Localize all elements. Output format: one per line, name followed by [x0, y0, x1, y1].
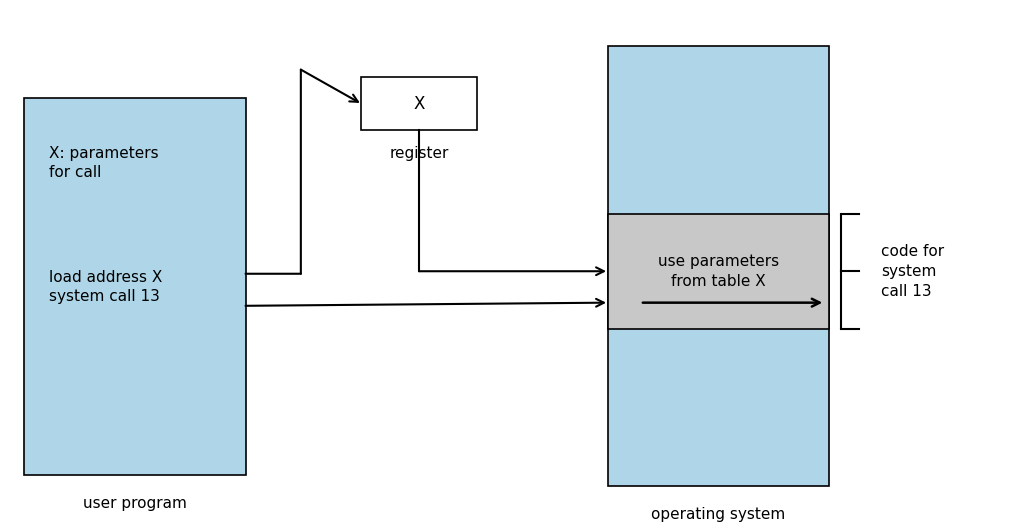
Text: code for
system
call 13: code for system call 13	[881, 244, 944, 298]
Bar	[361, 78, 477, 130]
Text: user program: user program	[83, 496, 187, 511]
Text: operating system: operating system	[651, 507, 785, 522]
Bar	[24, 98, 245, 476]
Text: use parameters
from table X: use parameters from table X	[658, 254, 779, 289]
Bar	[607, 46, 828, 486]
Text: register: register	[389, 146, 448, 161]
Text: load address X
system call 13: load address X system call 13	[50, 270, 163, 304]
Bar	[607, 214, 828, 329]
Text: X: parameters
for call: X: parameters for call	[50, 146, 159, 180]
Text: X: X	[414, 95, 425, 113]
